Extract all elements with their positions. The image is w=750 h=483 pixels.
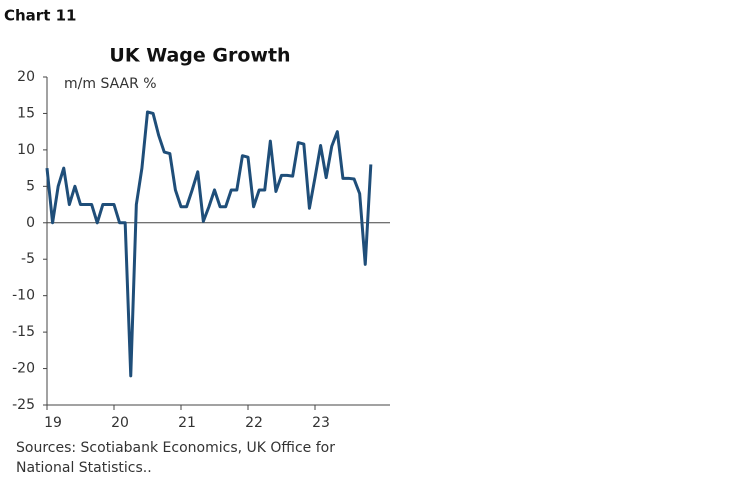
y-tick-label: 15 (17, 105, 35, 121)
y-tick-label: -20 (12, 361, 35, 377)
x-tick-label: 20 (111, 415, 129, 431)
y-tick-label: 0 (26, 215, 35, 231)
chart-title: UK Wage Growth (109, 45, 290, 67)
y-tick-label: 20 (17, 69, 35, 85)
x-tick-label: 23 (312, 415, 330, 431)
y-tick-label: 5 (26, 178, 35, 194)
source: Sources: Scotiabank Economics, UK Office… (16, 440, 335, 456)
x-tick-label: 22 (245, 415, 263, 431)
x-tick-label: 19 (44, 415, 62, 431)
y-tick-label: -25 (12, 397, 35, 413)
y-tick-label: 10 (17, 142, 35, 158)
y-tick-label: -15 (12, 324, 35, 340)
y-axis-label: m/m SAAR % (64, 76, 157, 92)
chart-label: Chart 11 (4, 7, 76, 25)
y-tick-label: -10 (12, 288, 35, 304)
line (45, 110, 373, 378)
source: National Statistics.. (16, 460, 152, 476)
x-tick-label: 21 (178, 415, 196, 431)
y-tick-label: -5 (21, 251, 35, 267)
